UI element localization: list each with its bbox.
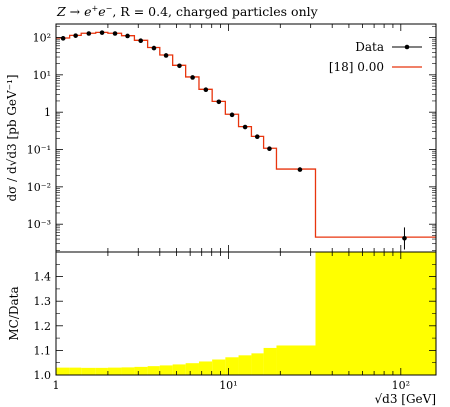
ratio-band-bin <box>263 347 277 375</box>
ratio-y-tick-label: 1.1 <box>34 344 52 357</box>
ratio-band-bin <box>212 359 226 375</box>
ratio-y-axis-label: MC/Data <box>7 286 21 340</box>
y-axis-label: dσ / d√d3 [pb GeV⁻¹] <box>5 74 19 201</box>
data-point <box>190 75 195 80</box>
ratio-band-bin <box>147 366 160 375</box>
y-tick-label: 10⁻¹ <box>27 144 51 157</box>
y-tick-label: 10⁻² <box>27 181 51 194</box>
ratio-band-bin <box>315 252 436 375</box>
chart-title: Z → e+e−, R = 0.4, charged particles onl… <box>57 4 318 20</box>
ratio-band-bin <box>251 353 264 375</box>
data-point <box>254 134 260 140</box>
legend-data-marker <box>404 44 410 50</box>
ratio-band-bin <box>81 367 96 375</box>
ratio-band-bin <box>185 363 199 375</box>
main-frame <box>55 23 437 253</box>
data-point <box>267 146 272 152</box>
ratio-panel: 1 10¹ 10² 1.0 1.1 1.2 1.3 1.4 MC/Data √d3 [GeV] <box>7 251 437 406</box>
ratio-band-bin <box>134 366 148 375</box>
data-point <box>60 36 66 41</box>
ratio-band-bin <box>225 357 239 375</box>
data-point <box>242 124 248 130</box>
ratio-y-tick-label: 1.2 <box>34 320 52 333</box>
ratio-band-bin <box>198 361 213 375</box>
data-point <box>203 87 209 93</box>
x-tick-label: 1 <box>53 379 60 392</box>
x-tick-label: 10² <box>392 379 410 392</box>
data-point <box>99 30 105 35</box>
y-tick-label: 10² <box>33 32 51 45</box>
ratio-band-bin <box>121 367 135 375</box>
data-point <box>402 235 407 241</box>
x-tick-label: 10¹ <box>219 379 237 392</box>
data-point <box>297 167 303 172</box>
ratio-band-bin <box>95 367 108 375</box>
data-point <box>151 45 157 51</box>
title-rest: , R = 0.4, charged particles only <box>112 4 318 20</box>
ratio-band-bin <box>159 365 173 375</box>
title-arrow: → <box>69 4 81 20</box>
ratio-y-tick-label: 1.0 <box>34 369 52 382</box>
ratio-band-bin <box>172 364 186 375</box>
ratio-band-bin <box>69 367 82 375</box>
x-axis-label: √d3 [GeV] <box>375 392 437 406</box>
ratio-band-bin <box>238 355 252 375</box>
ratio-y-tick-label: 1.3 <box>34 295 52 308</box>
data-point <box>86 31 92 36</box>
data-point <box>138 38 144 44</box>
legend-data-label: Data <box>355 40 384 54</box>
ratio-band-bin <box>276 345 316 375</box>
data-point <box>177 63 182 69</box>
data-point <box>125 33 130 39</box>
ratio-y-tick-label: 1.4 <box>34 271 52 284</box>
main-panel: 10² 10¹ 1 10⁻¹ 10⁻² 10⁻³ dσ / d√d3 [pb GeV⁻¹] D… <box>5 23 437 253</box>
y-tick-label: 10⁻³ <box>27 218 51 231</box>
data-point <box>73 33 78 38</box>
data-point <box>216 99 222 105</box>
ratio-band-bin <box>107 367 122 375</box>
ratio-band-bin <box>56 367 70 375</box>
data-point <box>163 53 169 58</box>
data-point <box>229 112 235 118</box>
y-tick-label: 10¹ <box>33 69 51 82</box>
legend-mc-label: [18] 0.00 <box>329 60 384 74</box>
data-point <box>112 31 118 36</box>
y-tick-label: 1 <box>44 106 51 119</box>
